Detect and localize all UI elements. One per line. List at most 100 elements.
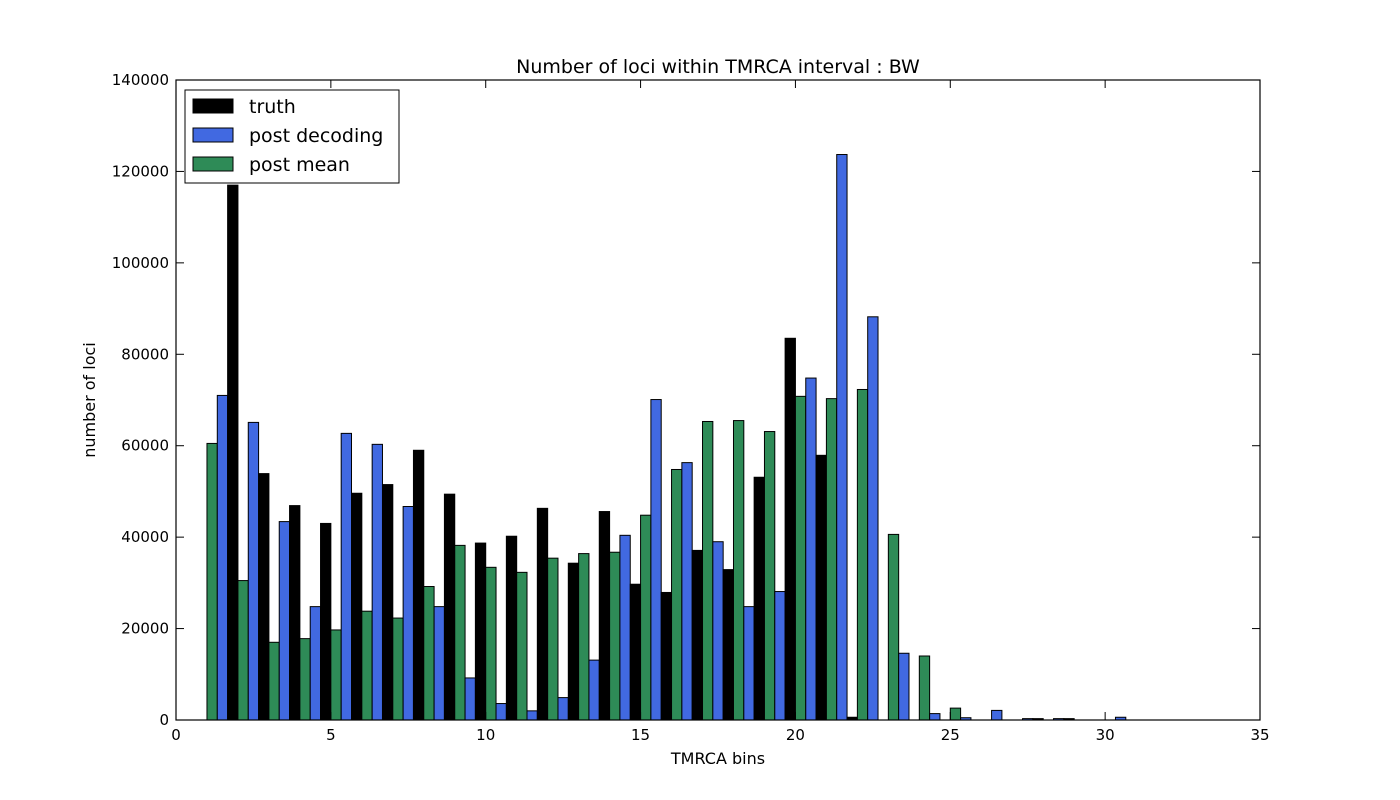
bar-post-decoding-bin-17 xyxy=(712,541,724,721)
x-tick-label: 5 xyxy=(326,726,336,744)
bar-truth-bin-15 xyxy=(660,591,673,721)
x-tick-label: 20 xyxy=(786,726,805,744)
bar-post-mean-bin-18 xyxy=(732,420,745,721)
legend-swatch-post-decoding xyxy=(192,127,234,143)
x-tick-label: 25 xyxy=(941,726,960,744)
bar-truth-bin-5 xyxy=(351,492,363,721)
y-tick-label: 80000 xyxy=(121,345,169,363)
bar-truth-bin-6 xyxy=(381,484,394,721)
bar-post-mean-bin-21 xyxy=(825,398,838,721)
legend-swatch-truth xyxy=(192,98,234,114)
bar-truth-bin-9 xyxy=(474,542,487,721)
bar-post-decoding-bin-13 xyxy=(588,659,600,721)
bar-post-decoding-bin-5 xyxy=(340,432,353,721)
bar-post-mean-bin-4 xyxy=(299,638,311,721)
x-axis-label: TMRCA bins xyxy=(670,749,765,768)
bar-truth-bin-17 xyxy=(722,569,734,721)
bar-truth-bin-13 xyxy=(598,511,611,721)
bar-post-decoding-bin-20 xyxy=(805,377,817,721)
y-tick-label: 120000 xyxy=(112,162,169,180)
bar-post-decoding-bin-16 xyxy=(681,462,693,721)
bar-post-decoding-bin-11 xyxy=(526,710,538,721)
y-axis-label: number of loci xyxy=(80,342,99,458)
bar-post-mean-bin-12 xyxy=(547,557,559,721)
x-tick-label: 10 xyxy=(476,726,495,744)
bar-truth-bin-12 xyxy=(567,562,580,721)
bar-post-mean-bin-23 xyxy=(887,533,900,721)
bar-post-decoding-bin-26 xyxy=(991,709,1003,721)
bar-truth-bin-10 xyxy=(505,535,518,721)
bar-post-decoding-bin-4 xyxy=(309,606,322,721)
bar-post-mean-bin-9 xyxy=(454,544,466,721)
legend-label-post-decoding: post decoding xyxy=(249,125,383,147)
bar-truth-bin-19 xyxy=(784,337,796,721)
bar-post-mean-bin-22 xyxy=(856,388,869,721)
x-tick-label: 30 xyxy=(1096,726,1115,744)
y-tick-label: 60000 xyxy=(121,437,169,455)
bar-post-decoding-bin-7 xyxy=(402,506,414,721)
bar-post-mean-bin-6 xyxy=(361,610,373,721)
bar-truth-bin-11 xyxy=(536,507,549,721)
bar-post-decoding-bin-6 xyxy=(371,443,383,721)
bar-truth-bin-14 xyxy=(629,583,642,721)
bar-truth-bin-18 xyxy=(753,476,765,721)
bar-post-mean-bin-11 xyxy=(516,571,528,721)
bar-truth-bin-3 xyxy=(289,505,301,721)
legend-label-post-mean: post mean xyxy=(249,154,350,176)
bar-post-decoding-bin-18 xyxy=(743,606,755,721)
plot-area-frame xyxy=(175,79,1261,721)
bar-post-decoding-bin-9 xyxy=(464,677,476,721)
bar-post-mean-bin-10 xyxy=(485,566,497,721)
bar-post-mean-bin-2 xyxy=(237,580,249,721)
y-tick-label: 140000 xyxy=(112,71,169,89)
bar-post-mean-bin-24 xyxy=(918,655,931,721)
bar-post-mean-bin-15 xyxy=(640,514,652,721)
y-tick-label: 100000 xyxy=(112,254,169,272)
bar-truth-bin-1 xyxy=(227,184,239,721)
bar-post-decoding-bin-2 xyxy=(247,421,260,721)
x-tick-label: 35 xyxy=(1250,726,1269,744)
x-tick-label: 15 xyxy=(631,726,650,744)
bar-post-decoding-bin-21 xyxy=(836,154,848,721)
chart-title: Number of loci within TMRCA interval : B… xyxy=(516,56,920,78)
bar-truth-bin-8 xyxy=(443,493,456,721)
bar-post-decoding-bin-10 xyxy=(495,703,507,721)
bar-post-mean-bin-19 xyxy=(763,431,776,721)
y-tick-label: 20000 xyxy=(121,620,169,638)
bar-post-decoding-bin-23 xyxy=(898,652,910,721)
bar-post-decoding-bin-1 xyxy=(216,394,229,721)
legend-label-truth: truth xyxy=(249,96,296,118)
bar-post-decoding-bin-12 xyxy=(557,697,569,721)
legend-swatch-post-mean xyxy=(192,156,234,172)
y-tick-label: 0 xyxy=(159,711,169,729)
x-tick-label: 0 xyxy=(171,726,181,744)
bar-post-mean-bin-1 xyxy=(206,442,218,721)
bar-post-decoding-bin-8 xyxy=(433,606,445,721)
bar-post-mean-bin-16 xyxy=(671,468,683,721)
bar-post-decoding-bin-19 xyxy=(774,591,786,721)
bar-post-mean-bin-13 xyxy=(578,553,590,721)
bar-post-mean-bin-3 xyxy=(268,641,280,721)
bar-post-mean-bin-14 xyxy=(609,551,621,721)
bar-truth-bin-16 xyxy=(691,549,704,721)
bar-post-mean-bin-20 xyxy=(794,395,807,721)
bar-post-decoding-bin-3 xyxy=(278,521,291,721)
bar-post-mean-bin-7 xyxy=(392,617,404,721)
bar-post-mean-bin-8 xyxy=(423,586,435,721)
bar-post-mean-bin-5 xyxy=(330,629,342,721)
y-axis-ticks: 0 20000 40000 60000 80000 100000 120000 140000 xyxy=(112,71,1260,729)
bars-group xyxy=(206,154,1127,721)
x-axis-ticks: 0 5 10 15 20 25 30 35 xyxy=(171,80,1270,744)
bar-truth-bin-20 xyxy=(815,454,827,721)
bar-truth-bin-2 xyxy=(258,473,270,721)
bar-truth-bin-4 xyxy=(320,522,332,721)
bar-post-mean-bin-25 xyxy=(949,707,962,721)
bar-truth-bin-7 xyxy=(412,449,425,721)
bar-post-decoding-bin-14 xyxy=(619,534,631,721)
y-tick-label: 40000 xyxy=(121,528,169,546)
bar-post-mean-bin-17 xyxy=(702,420,714,721)
bar-post-decoding-bin-22 xyxy=(867,316,879,721)
bar-post-decoding-bin-24 xyxy=(929,713,941,721)
bar-post-decoding-bin-15 xyxy=(650,399,662,721)
